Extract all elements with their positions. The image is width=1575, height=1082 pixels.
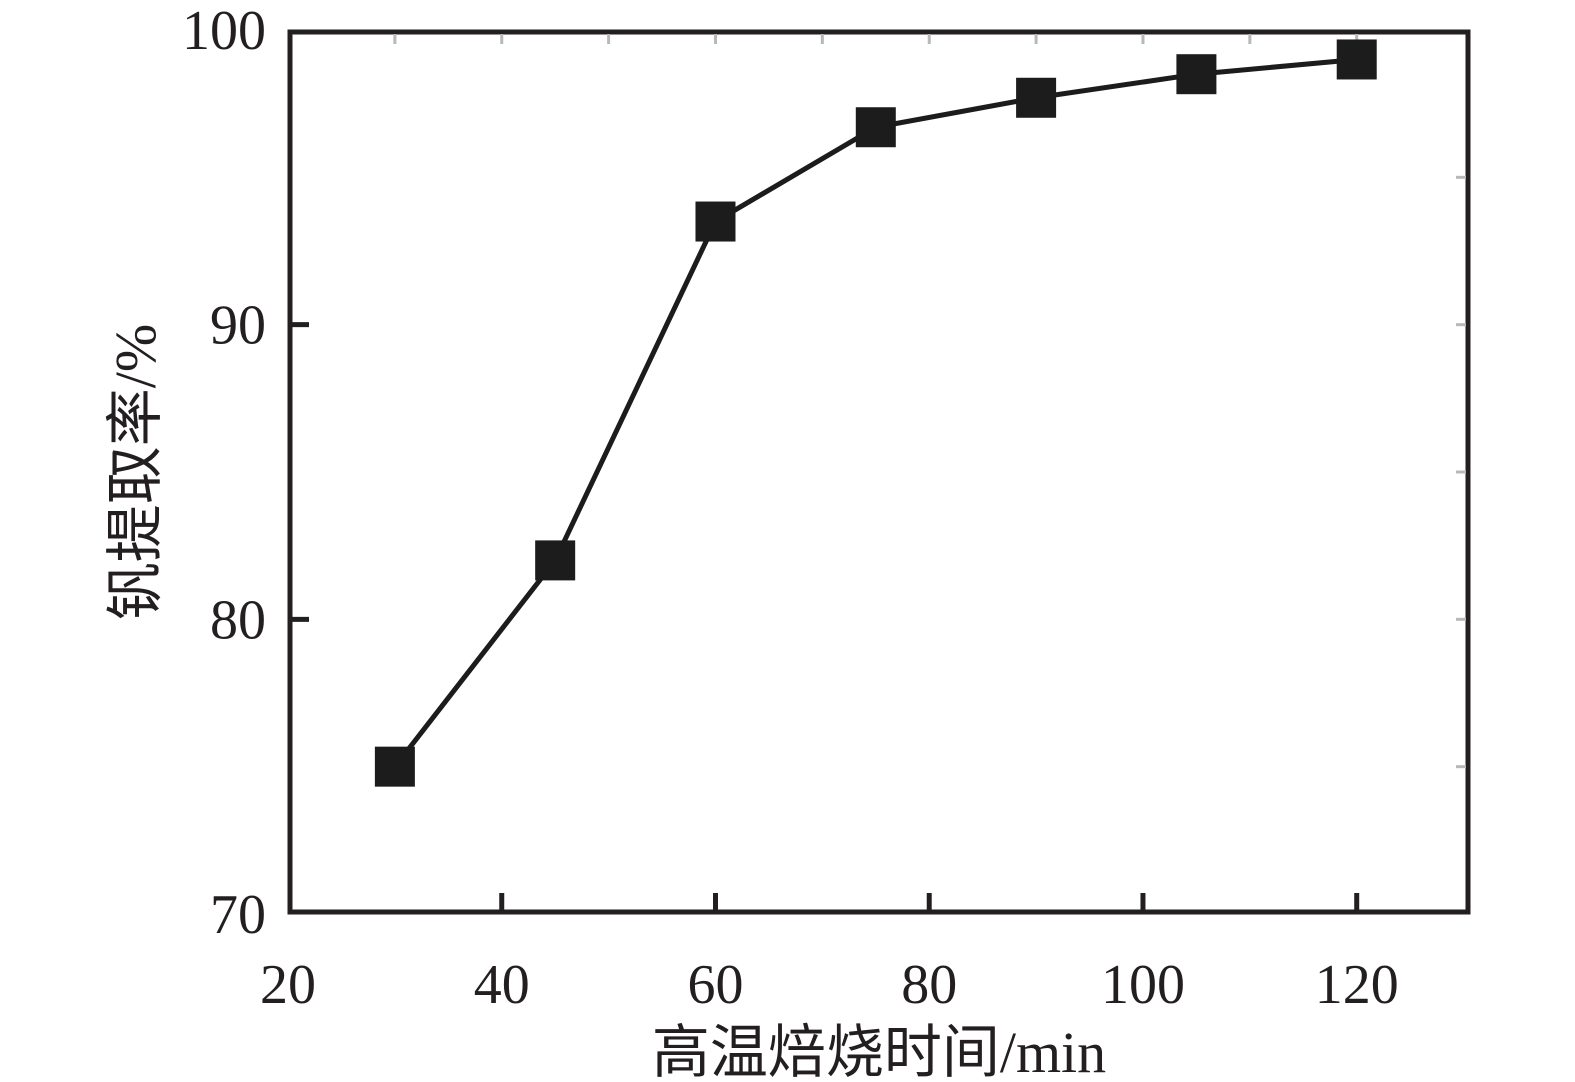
x-tick-label: 120 — [1315, 954, 1399, 1016]
right-minor-ticks — [1456, 175, 1466, 769]
x-major-ticks — [499, 893, 1360, 911]
x-axis-label: 高温焙烧时间/min — [652, 1020, 1106, 1082]
data-point-marker — [374, 746, 415, 787]
x-tick-label: 60 — [687, 954, 743, 1016]
y-tick-label: 90 — [210, 295, 266, 357]
data-point-marker — [535, 540, 576, 581]
x-tick-labels: 20 40 60 80 100 120 — [260, 954, 1399, 1016]
y-major-ticks — [291, 322, 309, 622]
data-point-marker — [695, 201, 736, 242]
x-tick-label: 20 — [260, 954, 316, 1016]
y-axis-label: 钒提取率/% — [103, 324, 168, 620]
data-point-marker — [1176, 54, 1217, 95]
y-tick-label: 80 — [210, 589, 266, 651]
x-tick-label: 80 — [901, 954, 957, 1016]
top-minor-ticks — [393, 34, 1359, 44]
series-line — [392, 56, 1357, 769]
y-tick-labels: 70 80 90 100 — [182, 0, 266, 946]
series-markers — [374, 39, 1377, 787]
series-polyline — [392, 56, 1357, 769]
data-point-marker — [1336, 39, 1377, 80]
y-tick-label: 70 — [210, 884, 266, 946]
y-tick-label: 100 — [182, 0, 266, 62]
x-tick-label: 100 — [1101, 954, 1185, 1016]
x-tick-label: 40 — [474, 954, 530, 1016]
data-point-marker — [1016, 77, 1057, 118]
data-point-marker — [855, 107, 896, 148]
plot-border — [287, 29, 1471, 915]
